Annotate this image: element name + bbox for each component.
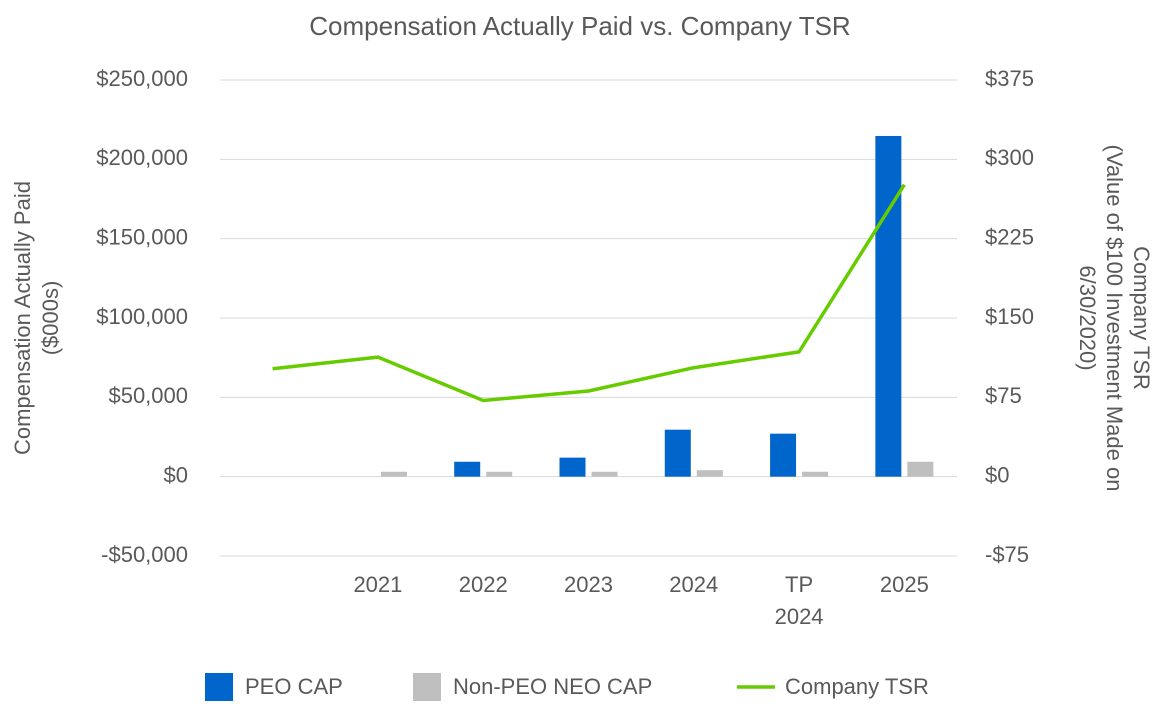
bar bbox=[907, 461, 934, 477]
legend-swatch bbox=[413, 673, 441, 701]
y-tick-label: $250,000 bbox=[96, 66, 188, 91]
y-tick-label: $150,000 bbox=[96, 224, 188, 249]
bar bbox=[380, 471, 407, 477]
x-tick-label: 2022 bbox=[459, 572, 508, 597]
tsr-line bbox=[272, 183, 906, 403]
bar bbox=[875, 136, 902, 477]
y2-tick-label: $75 bbox=[985, 383, 1022, 408]
legend-swatch bbox=[205, 673, 233, 701]
y2-tick-label: $375 bbox=[985, 66, 1034, 91]
bar bbox=[696, 470, 723, 477]
legend-label: PEO CAP bbox=[245, 674, 343, 699]
x-tick-label: 2024 bbox=[669, 572, 718, 597]
y2-tick-label: $225 bbox=[985, 224, 1034, 249]
bar bbox=[802, 471, 829, 477]
legend-label: Non-PEO NEO CAP bbox=[453, 674, 652, 699]
y2-tick-label: $300 bbox=[985, 145, 1034, 170]
y-axis-label: ($000s) bbox=[38, 281, 63, 356]
y-tick-label: $100,000 bbox=[96, 304, 188, 329]
y2-axis-label: (Value of $100 Investment Made on bbox=[1102, 145, 1127, 492]
y-tick-label: $0 bbox=[164, 462, 188, 487]
x-tick-label: 2023 bbox=[564, 572, 613, 597]
x-tick-label: 2021 bbox=[353, 572, 402, 597]
bar bbox=[454, 461, 481, 477]
y2-tick-label: -$75 bbox=[985, 542, 1029, 567]
chart-title: Compensation Actually Paid vs. Company T… bbox=[309, 11, 850, 41]
y-axis-label: Compensation Actually Paid bbox=[10, 181, 35, 455]
y2-axis-label: 6/30/2020) bbox=[1075, 265, 1100, 370]
bar bbox=[664, 429, 691, 477]
y-tick-label: -$50,000 bbox=[101, 542, 188, 567]
y2-axis-label: Company TSR bbox=[1129, 246, 1154, 390]
legend-label: Company TSR bbox=[785, 674, 929, 699]
bar bbox=[591, 471, 618, 477]
y2-tick-label: $0 bbox=[985, 462, 1009, 487]
x-tick-label: TP 2024 bbox=[775, 572, 824, 629]
y2-tick-label: $150 bbox=[985, 304, 1034, 329]
bar bbox=[559, 457, 586, 477]
y-tick-label: $200,000 bbox=[96, 145, 188, 170]
bar bbox=[486, 471, 513, 477]
x-tick-label: 2025 bbox=[880, 572, 929, 597]
y-tick-label: $50,000 bbox=[108, 383, 188, 408]
bar bbox=[770, 433, 797, 477]
